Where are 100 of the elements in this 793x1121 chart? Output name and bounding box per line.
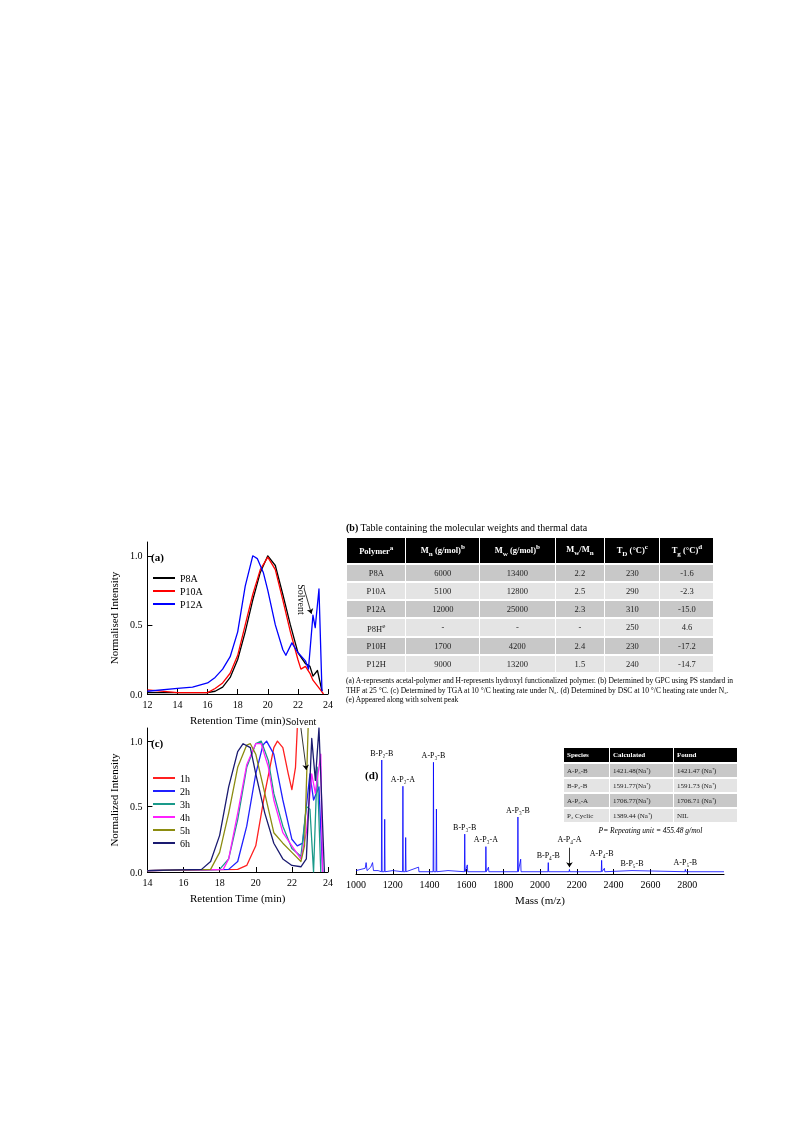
y-tick-label: 0.0 bbox=[129, 866, 143, 878]
text: -2.3 bbox=[680, 585, 694, 596]
annotation: B-P₂-B bbox=[370, 748, 394, 758]
text: -17.2 bbox=[678, 641, 696, 652]
text: 4.6 bbox=[681, 622, 693, 633]
category-label: M$_{n}$ (g/mol)$^{b}$ bbox=[406, 538, 480, 563]
legend-label: P10A bbox=[180, 585, 204, 597]
x-tick-label: 2800 bbox=[677, 878, 698, 890]
text: 12000 bbox=[432, 603, 454, 614]
annotation: B-P₄-B bbox=[536, 851, 560, 861]
x-tick-label: 16 bbox=[178, 876, 189, 888]
category-label: T$_{D}$ (°C)$^{c}$ bbox=[605, 538, 660, 563]
legend-label: 3h bbox=[180, 798, 190, 810]
text: 2.2 bbox=[574, 567, 586, 578]
annotation: A-P₄-A bbox=[557, 835, 582, 845]
x-tick-label: 2400 bbox=[603, 878, 624, 890]
x-tick-label: 2000 bbox=[530, 878, 550, 890]
category-label: T$_{g}$ (°C)$^{d}$ bbox=[660, 538, 714, 563]
text: (a) bbox=[151, 550, 165, 564]
x-tick-label: 1800 bbox=[493, 878, 514, 890]
text: P8A bbox=[368, 567, 384, 578]
annotation: A-P₂-A bbox=[390, 774, 416, 784]
x-tick-label: 24 bbox=[323, 698, 333, 710]
annotation: A-P₃-B bbox=[421, 750, 446, 760]
text: - bbox=[441, 622, 445, 633]
text: 2.5 bbox=[574, 585, 586, 596]
x-tick-label: 1400 bbox=[419, 878, 440, 890]
x-tick-label: 18 bbox=[232, 698, 243, 710]
x-axis-title: Mass (m/z) bbox=[515, 893, 566, 907]
x-tick-label: 16 bbox=[202, 698, 213, 710]
x-tick-label: 14 bbox=[142, 876, 153, 888]
x-tick-label: 22 bbox=[292, 698, 303, 710]
text: 1700 bbox=[434, 641, 452, 652]
text: 25000 bbox=[506, 603, 528, 614]
text: P12H bbox=[366, 659, 386, 670]
text: -1.6 bbox=[680, 567, 694, 578]
legend-label: 2h bbox=[180, 785, 190, 797]
legend-label: P8A bbox=[180, 572, 199, 584]
y-tick-label: 0.5 bbox=[129, 801, 143, 813]
y-tick-label: 0.5 bbox=[129, 619, 143, 631]
text: 12800 bbox=[506, 585, 528, 596]
text: 230 bbox=[625, 641, 639, 652]
annotation: B-P₅-B bbox=[620, 859, 644, 869]
text: (d) bbox=[365, 768, 379, 782]
annotation: A-P₅-B bbox=[673, 857, 698, 867]
x-tick-label: 20 bbox=[262, 698, 273, 710]
text: - bbox=[515, 622, 519, 633]
annotation: A-P₄-B bbox=[589, 848, 614, 858]
x-tick-label: 18 bbox=[214, 876, 225, 888]
annotation: Solvent bbox=[285, 715, 317, 727]
x-tick-label: 22 bbox=[286, 876, 297, 888]
text: 5100 bbox=[434, 585, 452, 596]
x-tick-label: 24 bbox=[323, 876, 333, 888]
text: - bbox=[578, 622, 582, 633]
annotation: A-P₃-A bbox=[473, 835, 499, 845]
y-tick-label: 0.0 bbox=[129, 688, 143, 700]
x-tick-label: 1000 bbox=[346, 878, 366, 890]
text: 310 bbox=[625, 603, 639, 614]
text: 6000 bbox=[434, 567, 452, 578]
text: 13200 bbox=[506, 659, 528, 670]
text: 250 bbox=[625, 622, 639, 633]
x-tick-label: 1200 bbox=[382, 878, 403, 890]
legend-label: 6h bbox=[180, 837, 190, 849]
text: P10A bbox=[366, 585, 386, 596]
x-tick-label: 20 bbox=[250, 876, 261, 888]
y-axis-title: Normalized Intensity bbox=[107, 752, 120, 847]
text: 290 bbox=[625, 585, 639, 596]
text: (b) Table containing the molecular weights and thermal data bbox=[346, 522, 589, 533]
legend-label: 4h bbox=[180, 811, 190, 823]
x-axis-title: Retention Time (min) bbox=[190, 891, 286, 905]
annotation: A-P₃-B bbox=[506, 805, 530, 815]
text: P12A bbox=[366, 603, 386, 614]
y-axis-title: Normalised Intensity bbox=[107, 571, 120, 665]
legend-label: 1h bbox=[180, 772, 190, 784]
text: 2.3 bbox=[574, 603, 586, 614]
text: (c) bbox=[151, 736, 164, 750]
annotation: B-P₃-B bbox=[453, 822, 477, 832]
category-label: M$_{w}$ (g/mol)$^{b}$ bbox=[480, 538, 555, 563]
x-tick-label: 2200 bbox=[566, 878, 587, 890]
legend-label: P12A bbox=[180, 598, 204, 610]
y-tick-label: 1.0 bbox=[129, 550, 143, 562]
text: -14.7 bbox=[678, 659, 696, 670]
x-tick-label: 12 bbox=[142, 698, 153, 710]
text: 1.5 bbox=[574, 659, 586, 670]
category-label: M$_{w}$/M$_{n}$ bbox=[555, 538, 605, 563]
x-tick-label: 14 bbox=[172, 698, 183, 710]
annotation: Solvent bbox=[295, 584, 307, 615]
text: 240 bbox=[625, 659, 639, 670]
text: 230 bbox=[625, 567, 639, 578]
y-tick-label: 1.0 bbox=[129, 735, 143, 747]
category-label: Polymer$^{a}$ bbox=[347, 538, 406, 563]
text: P8H$^{e}$ bbox=[367, 621, 386, 634]
x-tick-label: 1600 bbox=[456, 878, 477, 890]
text: 13400 bbox=[506, 567, 528, 578]
text: 9000 bbox=[434, 659, 452, 670]
x-axis-title: Retention Time (min) bbox=[190, 713, 286, 727]
text: 2.4 bbox=[574, 641, 586, 652]
legend-label: 5h bbox=[180, 824, 190, 836]
text: -15.0 bbox=[678, 603, 696, 614]
x-tick-label: 2600 bbox=[640, 878, 661, 890]
